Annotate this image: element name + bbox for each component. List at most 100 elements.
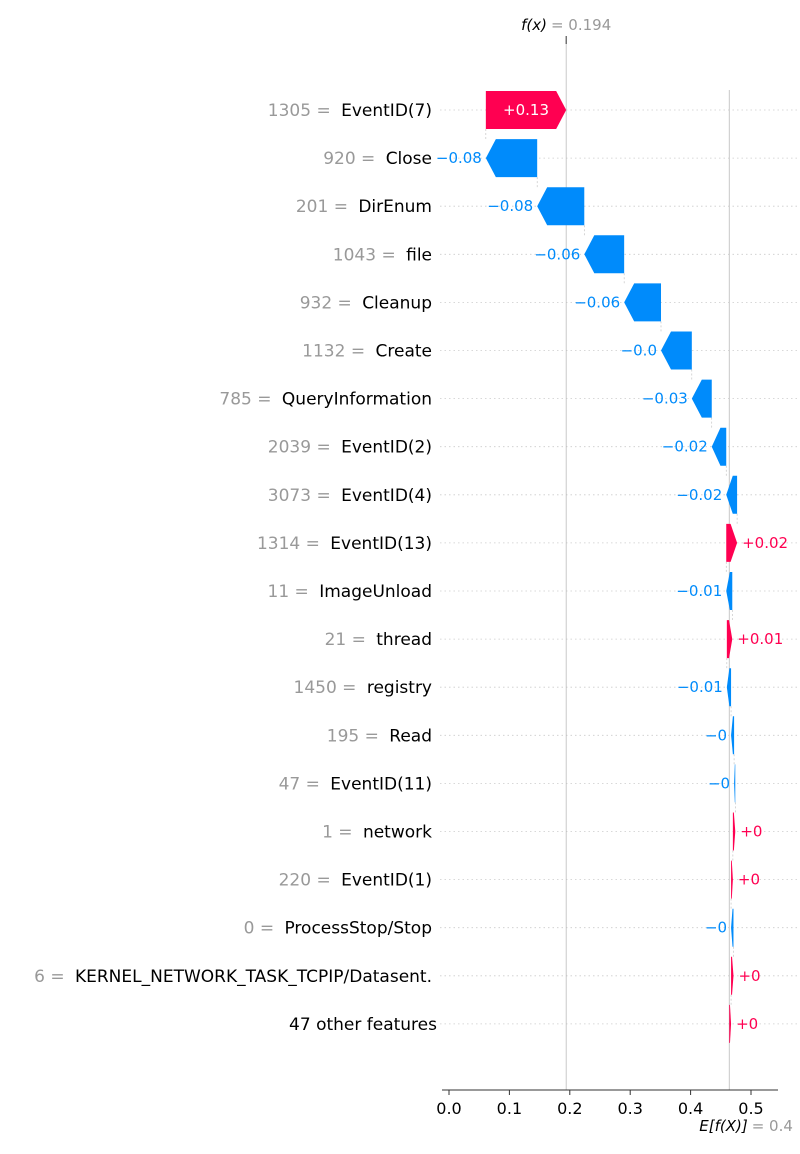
feature-value: 2039 = bbox=[268, 438, 336, 458]
bar-value-label: −0.08 bbox=[436, 149, 482, 167]
x-tick-label: 0.0 bbox=[436, 1099, 461, 1118]
x-tick-label: 0.3 bbox=[617, 1099, 642, 1118]
feature-name: Create bbox=[376, 342, 433, 362]
feature-label: 220 = EventID(1) bbox=[279, 871, 432, 891]
feature-value: 3073 = bbox=[268, 486, 336, 506]
feature-value: 47 = bbox=[279, 774, 326, 794]
bar-value-label: −0 bbox=[705, 919, 727, 937]
feature-name: EventID(2) bbox=[341, 438, 432, 458]
bar-negative bbox=[624, 283, 662, 322]
feature-name: EventID(7) bbox=[341, 101, 432, 121]
feature-label: 785 = QueryInformation bbox=[219, 390, 432, 410]
ex-label: E[f(X)] bbox=[699, 1117, 748, 1135]
bar-value-label: −0.08 bbox=[487, 197, 533, 215]
bar-value-label: −0.01 bbox=[677, 678, 723, 696]
feature-value: 195 = bbox=[327, 726, 385, 746]
feature-label: 6 = KERNEL_NETWORK_TASK_TCPIP/Datasent. bbox=[34, 967, 432, 987]
feature-label: 1450 = registry bbox=[294, 678, 433, 698]
feature-name: EventID(1) bbox=[341, 871, 432, 891]
feature-label: 195 = Read bbox=[327, 726, 432, 746]
bar-value-label: +0 bbox=[738, 871, 760, 889]
feature-name: thread bbox=[376, 630, 432, 650]
bar-positive bbox=[731, 860, 733, 899]
feature-label: 0 = ProcessStop/Stop bbox=[244, 919, 432, 939]
bar-value-label: −0.02 bbox=[676, 486, 722, 504]
feature-name: ImageUnload bbox=[319, 582, 432, 602]
x-tick-label: 0.1 bbox=[497, 1099, 522, 1118]
feature-name: network bbox=[363, 823, 432, 843]
feature-value: 1305 = bbox=[268, 101, 336, 121]
feature-label: 1314 = EventID(13) bbox=[257, 534, 432, 554]
bar-positive bbox=[485, 91, 567, 129]
bar-negative bbox=[726, 572, 733, 610]
feature-label: 11 = ImageUnload bbox=[268, 582, 432, 602]
feature-name: DirEnum bbox=[358, 197, 432, 217]
bar-negative bbox=[691, 379, 712, 418]
feature-name: ProcessStop/Stop bbox=[284, 919, 432, 939]
bar-negative bbox=[711, 427, 727, 466]
feature-value: 11 = bbox=[268, 582, 315, 602]
feature-name: QueryInformation bbox=[282, 390, 432, 410]
feature-value: 785 = bbox=[219, 390, 277, 410]
feature-label: 3073 = EventID(4) bbox=[268, 486, 432, 506]
feature-label: 1132 = Create bbox=[302, 342, 432, 362]
feature-name: EventID(11) bbox=[330, 774, 432, 794]
bar-value-label: +0 bbox=[740, 823, 762, 841]
feature-value: 932 = bbox=[300, 293, 358, 313]
feature-label: 1305 = EventID(7) bbox=[268, 101, 432, 121]
x-tick-label: 0.4 bbox=[678, 1099, 703, 1118]
fx-annotation: f(x) = 0.194 bbox=[521, 16, 611, 34]
feature-value: 6 = bbox=[34, 967, 70, 987]
feature-value: 1 = bbox=[322, 823, 358, 843]
bar-value-label: +0.13 bbox=[503, 101, 549, 119]
bar-positive bbox=[729, 1004, 732, 1043]
feature-name: EventID(13) bbox=[330, 534, 432, 554]
bar-value-label: +0.01 bbox=[737, 630, 783, 648]
bar-value-label: +0 bbox=[738, 967, 760, 985]
bar-value-label: −0 bbox=[705, 726, 727, 744]
x-tick-label: 0.5 bbox=[738, 1099, 763, 1118]
bar-positive bbox=[732, 812, 736, 851]
bar-positive bbox=[731, 956, 734, 995]
bar-negative bbox=[731, 716, 735, 755]
bar-value-label: −0.01 bbox=[676, 582, 722, 600]
feature-value: 220 = bbox=[279, 871, 337, 891]
feature-label: 47 = EventID(11) bbox=[279, 774, 432, 794]
feature-label: 1043 = file bbox=[333, 245, 432, 265]
bar-negative bbox=[726, 668, 732, 707]
feature-label: 47 other features bbox=[289, 1015, 437, 1035]
feature-value: 920 = bbox=[323, 149, 381, 169]
feature-value: 201 = bbox=[296, 197, 354, 217]
bar-negative bbox=[537, 187, 585, 226]
feature-label: 2039 = EventID(2) bbox=[268, 438, 432, 458]
feature-value: 1043 = bbox=[333, 245, 401, 265]
feature-name: Close bbox=[386, 149, 432, 169]
bar-negative bbox=[731, 908, 734, 947]
bar-value-label: −0.03 bbox=[642, 390, 688, 408]
feature-name: registry bbox=[367, 678, 432, 698]
feature-name: EventID(4) bbox=[341, 486, 432, 506]
feature-value: 1132 = bbox=[302, 342, 370, 362]
bar-negative bbox=[726, 475, 738, 514]
feature-value: 0 = bbox=[244, 919, 280, 939]
bar-positive bbox=[726, 620, 733, 659]
feature-name: Cleanup bbox=[362, 293, 432, 313]
feature-name: 47 other features bbox=[289, 1015, 437, 1035]
feature-label: 201 = DirEnum bbox=[296, 197, 432, 217]
feature-label: 1 = network bbox=[322, 823, 432, 843]
ex-value: = 0.4 bbox=[752, 1117, 793, 1135]
bar-value-label: −0.0 bbox=[621, 342, 657, 360]
fx-label: f(x) bbox=[521, 16, 547, 34]
bar-negative bbox=[584, 235, 625, 274]
bar-value-label: +0.02 bbox=[742, 534, 788, 552]
bar-value-label: +0 bbox=[736, 1015, 758, 1033]
bar-value-label: −0.06 bbox=[534, 245, 580, 263]
fx-value: = 0.194 bbox=[551, 16, 611, 34]
feature-label: 920 = Close bbox=[323, 149, 432, 169]
bar-negative bbox=[661, 331, 692, 370]
bar-negative bbox=[485, 139, 538, 178]
feature-label: 932 = Cleanup bbox=[300, 293, 432, 313]
feature-name: KERNEL_NETWORK_TASK_TCPIP/Datasent. bbox=[75, 967, 432, 987]
